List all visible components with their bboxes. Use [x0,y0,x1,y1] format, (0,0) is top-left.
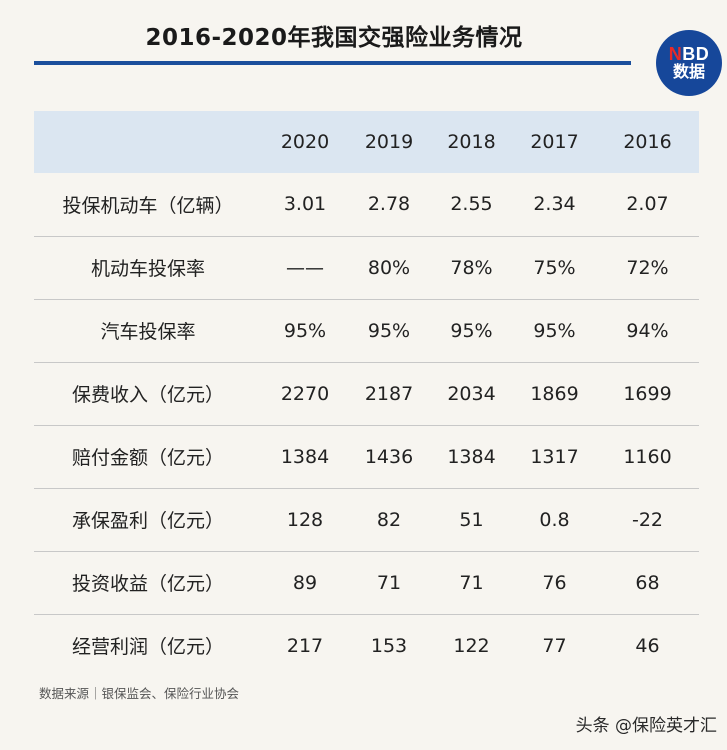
header-cell [34,111,262,173]
table-cell: 75% [533,256,576,279]
header-cell: 2020 [280,131,330,153]
logo-text-bottom: 数据 [672,62,705,82]
table-cell: 82 [376,508,402,531]
table-header-row: 2020 2019 2018 2017 2016 [34,111,699,173]
header-cell: 2019 [364,131,414,153]
table-cell: 0.8 [539,508,570,531]
table-cell: 2270 [280,382,330,405]
table-cell: 2.55 [450,193,493,216]
header-cell: 2017 [530,131,579,153]
table-cell: 78% [450,256,493,279]
row-label: 保费收入（亿元） [71,384,224,406]
table-cell: 46 [635,634,660,657]
data-source-note: 数据来源｜银保监会、保险行业协会 [39,686,240,701]
data-table: 2020 2019 2018 2017 2016 投保机动车（亿辆） 3.01 … [34,111,699,677]
logo-text-top: NBD [668,44,710,65]
row-label: 经营利润（亿元） [71,636,224,659]
table-cell: 95% [450,319,493,342]
table-cell: 153 [370,634,408,657]
title-underline [34,61,631,65]
table-cell: 2.07 [626,193,669,216]
table-cell: 77 [542,634,567,657]
table-cell: 1869 [530,382,579,405]
table-row: 经营利润（亿元） 217 153 122 77 46 [34,614,699,677]
table-cell: 89 [292,571,318,594]
table-cell: 94% [626,319,669,342]
table-cell: 1436 [364,445,414,468]
table-row: 投资收益（亿元） 89 71 71 76 68 [34,551,699,614]
table-row: 承保盈利（亿元） 128 82 51 0.8 -22 [34,488,699,551]
header-cell: 2016 [623,131,672,153]
table-cell: 95% [283,319,327,342]
table-cell: 76 [542,571,567,594]
table-cell: 2187 [364,382,414,405]
table-cell: 80% [367,256,411,279]
row-label: 汽车投保率 [100,321,196,343]
table-cell: 68 [635,571,660,594]
table-cell: 1699 [623,382,672,405]
table-cell: 2.78 [367,193,411,216]
row-label: 机动车投保率 [90,258,205,280]
table-cell: 1384 [280,445,330,468]
table-cell: 51 [459,508,484,531]
table-cell: 95% [367,319,411,342]
row-label: 承保盈利（亿元） [71,510,224,532]
nbd-data-logo: NBD 数据 [656,30,722,96]
table-cell: -22 [631,508,664,531]
table-cell: 3.01 [283,193,327,216]
table-row: 机动车投保率 —— 80% 78% 75% 72% [34,236,699,299]
table-cell: 122 [453,634,490,657]
table-cell: 1384 [447,445,496,468]
table-cell: 71 [459,571,484,594]
table-cell: 95% [533,319,576,342]
table-cell: 1317 [530,445,579,468]
row-label: 投资收益（亿元） [71,573,224,595]
table-row: 赔付金额（亿元） 1384 1436 1384 1317 1160 [34,425,699,488]
row-label: 投保机动车（亿辆） [62,194,234,217]
table-cell: 71 [376,571,402,594]
row-label: 赔付金额（亿元） [71,447,224,469]
header-cell: 2018 [447,131,496,153]
table-cell: —— [286,256,324,279]
table-cell: 2034 [447,382,496,405]
table-row: 汽车投保率 95% 95% 95% 95% 94% [34,299,699,362]
table-cell: 128 [286,508,324,531]
table-row: 保费收入（亿元） 2270 2187 2034 1869 1699 [34,362,699,425]
table-cell: 72% [626,256,669,279]
table-row: 投保机动车（亿辆） 3.01 2.78 2.55 2.34 2.07 [34,173,699,236]
platform-watermark: 头条 @保险英才汇 [575,716,717,736]
table-cell: 2.34 [533,193,576,216]
table-cell: 217 [286,634,324,657]
table-cell: 1160 [623,445,672,468]
page-title: 2016-2020年我国交强险业务情况 [145,25,523,51]
